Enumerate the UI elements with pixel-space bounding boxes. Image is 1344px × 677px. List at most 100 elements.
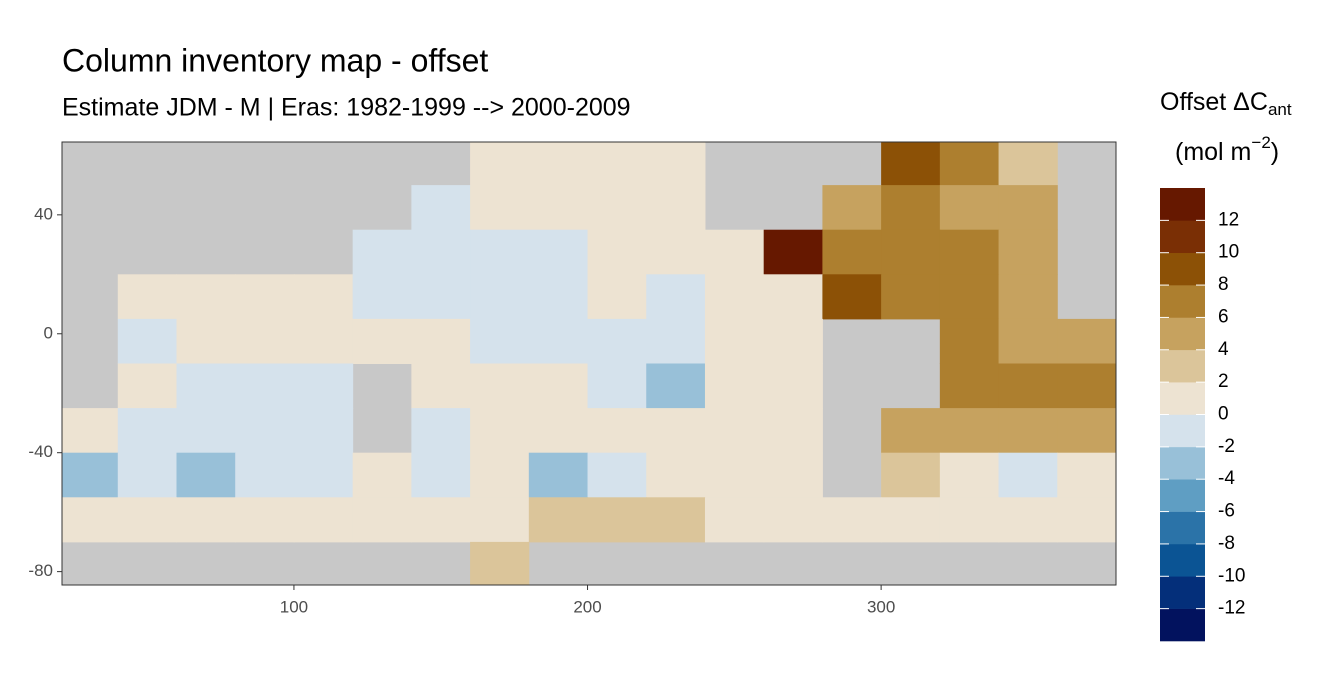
x-tick-label: 300 xyxy=(867,597,895,616)
map-cell xyxy=(411,363,471,409)
map-cell xyxy=(411,497,471,543)
map-cell xyxy=(293,452,354,498)
map-cell xyxy=(822,497,882,543)
map-cell xyxy=(704,318,765,364)
map-cell xyxy=(470,363,530,409)
map-cell xyxy=(470,274,530,320)
map-cell xyxy=(1057,408,1116,454)
colorbar-tick-label: 2 xyxy=(1218,371,1229,392)
map-cell xyxy=(1057,497,1116,543)
map-cell xyxy=(939,274,1000,320)
map-cell xyxy=(528,274,589,320)
map-cell xyxy=(470,541,530,585)
colorbar-tick-label: 4 xyxy=(1218,339,1229,360)
legend-title-subscript: ant xyxy=(1268,100,1292,119)
map-cell xyxy=(528,497,589,543)
map-cell xyxy=(646,185,706,231)
map-cell xyxy=(235,274,295,320)
colorbar-bin xyxy=(1160,576,1205,609)
map-cell xyxy=(704,408,765,454)
map-cell xyxy=(235,408,295,454)
map-cell xyxy=(117,363,178,409)
chart-subtitle: Estimate JDM - M | Eras: 1982-1999 --> 2… xyxy=(62,94,631,122)
map-cell xyxy=(293,318,354,364)
map-cell xyxy=(763,452,823,498)
map-cell xyxy=(411,408,471,454)
colorbar-bin xyxy=(1160,608,1205,642)
map-cell xyxy=(62,452,119,498)
map-cell xyxy=(939,229,1000,275)
map-cell xyxy=(998,363,1058,409)
map-cell xyxy=(235,363,295,409)
map-cell xyxy=(587,274,647,320)
map-cell xyxy=(998,274,1058,320)
map-cell xyxy=(176,363,236,409)
map-cell xyxy=(528,318,589,364)
map-cell xyxy=(646,318,706,364)
map-cell xyxy=(881,274,941,320)
map-cell xyxy=(939,497,1000,543)
map-cell xyxy=(62,497,119,543)
map-cell xyxy=(587,408,647,454)
map-cell xyxy=(470,229,530,275)
map-cell xyxy=(939,318,1000,364)
map-cell xyxy=(587,318,647,364)
map-cell xyxy=(235,318,295,364)
colorbar-tick-label: 6 xyxy=(1218,306,1229,327)
map-cell xyxy=(528,408,589,454)
map-cell xyxy=(176,274,236,320)
legend-unit-superscript: −2 xyxy=(1251,133,1270,152)
map-cell xyxy=(235,452,295,498)
map-cell xyxy=(822,229,882,275)
colorbar-tick-label: -4 xyxy=(1218,468,1235,489)
map-cell xyxy=(704,274,765,320)
map-cell xyxy=(998,408,1058,454)
map-cell xyxy=(528,363,589,409)
colorbar-tick-label: -8 xyxy=(1218,533,1235,554)
map-cell xyxy=(587,452,647,498)
y-tick-label: 40 xyxy=(34,204,53,223)
map-cell xyxy=(1057,363,1116,409)
map-cell xyxy=(998,452,1058,498)
map-cell xyxy=(176,408,236,454)
colorbar-bin xyxy=(1160,252,1205,286)
map-cell xyxy=(176,497,236,543)
map-cell xyxy=(763,408,823,454)
legend-unit-end: ) xyxy=(1271,138,1279,166)
map-cell xyxy=(587,229,647,275)
map-cell xyxy=(411,274,471,320)
map-cell xyxy=(763,363,823,409)
map-cell xyxy=(763,497,823,543)
colorbar-tick-label: 12 xyxy=(1218,209,1239,230)
map-cell xyxy=(470,142,530,186)
colorbar-tick-label: -12 xyxy=(1218,598,1245,619)
map-cell xyxy=(939,142,1000,186)
map-cell xyxy=(881,142,941,186)
map-cell xyxy=(881,452,941,498)
map-cell xyxy=(293,497,354,543)
map-cell xyxy=(117,497,178,543)
colorbar-tick-label: -10 xyxy=(1218,565,1245,586)
legend-title: Offset ΔCant xyxy=(1160,88,1292,120)
map-cell xyxy=(763,318,823,364)
map-cell xyxy=(62,408,119,454)
legend-unit: (mol m−2) xyxy=(1175,133,1279,165)
map-cell xyxy=(528,142,589,186)
y-tick-label: 0 xyxy=(44,323,53,342)
map-cell xyxy=(117,452,178,498)
colorbar-bin xyxy=(1160,382,1205,415)
map-cell xyxy=(411,229,471,275)
map-cell xyxy=(1057,318,1116,364)
map-cell xyxy=(704,452,765,498)
colorbar-tick-label: 10 xyxy=(1218,242,1239,263)
colorbar-bin xyxy=(1160,511,1205,545)
map-cell xyxy=(939,452,1000,498)
map-cell xyxy=(646,408,706,454)
map-cell xyxy=(587,185,647,231)
map-cell xyxy=(470,452,530,498)
map-cell xyxy=(528,185,589,231)
map-cell xyxy=(352,318,412,364)
map-cell xyxy=(763,229,823,275)
legend-unit-text: (mol m xyxy=(1175,138,1251,166)
